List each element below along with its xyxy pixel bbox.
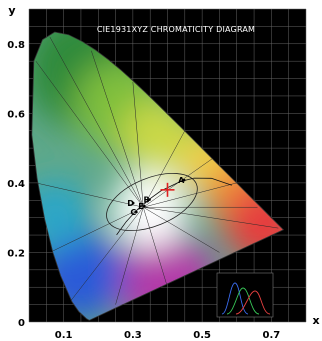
point-marker [182, 178, 186, 182]
x-tick-label: 0.1 [55, 330, 73, 341]
planckian-locus [116, 177, 232, 236]
x-tick-label: 0.3 [124, 330, 142, 341]
point-marker [135, 210, 138, 214]
region-boundary-line [49, 36, 144, 208]
y-axis-label: y [8, 4, 15, 17]
region-boundary-line [143, 207, 168, 288]
x-tick-labels: 0.1 0.3 0.5 0.7 [55, 330, 281, 341]
white-region [106, 173, 198, 232]
region-boundaries [35, 36, 279, 305]
region-boundary-line [143, 207, 220, 253]
chart-title: CIE1931XYZ CHROMATICITY DIAGRAM [97, 25, 255, 34]
spectral-locus [31, 31, 285, 321]
y-tick-labels: 0 0.2 0.4 0.6 0.8 [7, 40, 25, 329]
region-boundary-line [143, 206, 279, 229]
point-marker [148, 198, 151, 201]
region-boundary-line [115, 207, 144, 305]
region-boundary-line [35, 61, 144, 208]
x-tick-label: 0.7 [263, 330, 281, 341]
y-tick-label: 0.6 [7, 109, 25, 120]
point-label: E [138, 202, 143, 211]
point-marker [143, 204, 146, 208]
region-boundary-line [35, 182, 144, 208]
y-tick-label: 0 [18, 318, 25, 329]
point-label: A [178, 176, 185, 185]
y-tick-label: 0.4 [7, 179, 25, 190]
reference-points: A BCD E [127, 176, 186, 217]
point-label: D [127, 199, 134, 208]
point-marker [131, 201, 135, 205]
inset-spectrum-plot [216, 272, 274, 318]
point-label: B [143, 196, 149, 205]
region-boundary-line [132, 82, 144, 208]
crosshair-marker [160, 182, 175, 197]
y-tick-label: 0.8 [7, 40, 25, 51]
x-tick-label: 0.5 [193, 330, 211, 341]
region-boundary-line [91, 50, 144, 208]
region-boundary-line [70, 207, 144, 302]
region-boundary-line [143, 182, 237, 208]
x-axis-label: x [312, 314, 319, 327]
y-tick-label: 0.2 [7, 248, 25, 259]
region-boundary-line [143, 130, 186, 208]
region-boundary-line [49, 207, 144, 253]
point-label: C [130, 208, 136, 217]
